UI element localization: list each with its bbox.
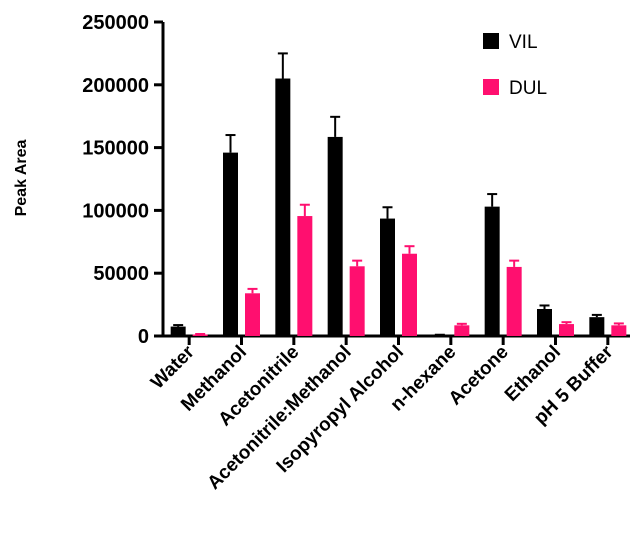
y-tick-label: 0 <box>138 326 149 348</box>
y-axis-title: Peak Area <box>13 140 30 217</box>
bar-dul <box>245 293 260 336</box>
legend: VIL DUL <box>483 32 547 99</box>
bar-vil <box>170 326 186 336</box>
y-tick-label: 150000 <box>82 138 149 160</box>
bar-dul <box>402 253 417 336</box>
bar-vil <box>432 335 448 337</box>
bar-dul <box>559 324 574 336</box>
bar-vil <box>327 136 343 336</box>
bar-vil <box>537 308 552 336</box>
bar-dul <box>454 325 470 336</box>
legend-label-dul: DUL <box>509 78 547 99</box>
bar-dul <box>611 325 627 336</box>
bar-dul <box>297 216 313 336</box>
legend-swatch-vil <box>483 33 499 49</box>
y-tick-label: 200000 <box>82 75 149 97</box>
x-axis-labels: WaterMethanolAcetonitrileAcetonitrile:Me… <box>147 336 618 494</box>
bar-dul <box>349 266 365 336</box>
bar-dul <box>192 334 208 336</box>
bar-vil <box>589 317 605 336</box>
bar-vil <box>275 78 291 337</box>
y-tick-label: 250000 <box>82 12 149 34</box>
bars <box>170 52 627 337</box>
bar-dul <box>506 266 522 336</box>
legend-label-vil: VIL <box>509 32 538 53</box>
y-tick-label: 100000 <box>82 200 149 222</box>
bar-vil <box>484 206 500 336</box>
bar-vil <box>223 152 238 336</box>
y-tick-label: 50000 <box>93 263 149 285</box>
bar-vil <box>380 218 395 336</box>
y-axis-ticks: 0 50000 100000 150000 200000 250000 <box>82 12 163 348</box>
legend-swatch-dul <box>483 79 499 95</box>
